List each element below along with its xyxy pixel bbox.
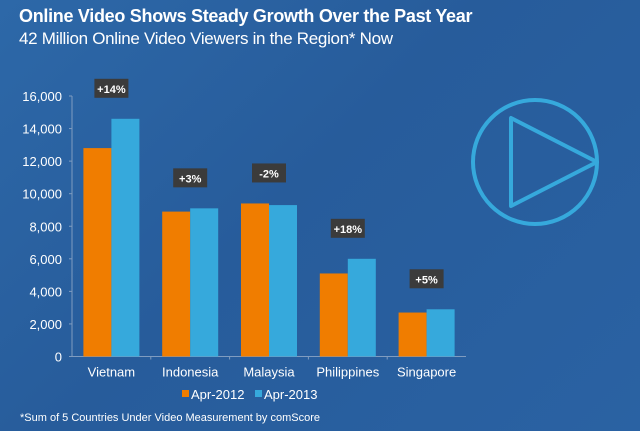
bar-apr-2012-singapore	[398, 312, 427, 357]
bar-apr-2013-singapore	[426, 309, 455, 357]
bar-apr-2013-philippines	[347, 258, 376, 357]
growth-label: +5%	[415, 274, 438, 286]
growth-label-box	[252, 163, 286, 183]
bar-apr-2013-malaysia	[269, 205, 297, 357]
bar-apr-2012-malaysia	[241, 203, 269, 357]
x-tick-label: Philippines	[316, 365, 379, 380]
x-tick-label: Malaysia	[243, 365, 295, 380]
y-tick-label: 14,000	[22, 122, 62, 137]
legend-label: Apr-2013	[264, 387, 317, 402]
growth-label-box	[409, 269, 444, 289]
bar-apr-2013-indonesia	[190, 208, 219, 357]
y-tick-label: 6,000	[29, 252, 62, 267]
y-tick-label: 12,000	[22, 154, 62, 169]
y-tick-label: 16,000	[22, 89, 62, 104]
y-tick-label: 2,000	[29, 317, 62, 332]
chart-title: Online Video Shows Steady Growth Over th…	[19, 6, 473, 26]
y-tick-label: 10,000	[22, 187, 62, 202]
growth-label-box	[94, 78, 129, 98]
play-icon	[471, 98, 599, 226]
footnote: *Sum of 5 Countries Under Video Measurem…	[20, 412, 320, 424]
y-tick-label: 8,000	[29, 219, 62, 234]
y-tick-label: 0	[55, 350, 62, 365]
y-tick-label: 4,000	[29, 284, 62, 299]
legend-swatch	[182, 390, 189, 397]
bar-apr-2012-indonesia	[162, 211, 191, 357]
growth-label: +3%	[179, 173, 202, 185]
growth-label: +18%	[334, 224, 363, 236]
bar-apr-2012-vietnam	[83, 148, 112, 357]
growth-label-box	[330, 218, 365, 238]
growth-label: +14%	[97, 84, 126, 96]
legend-swatch	[255, 390, 262, 397]
chart-subtitle: 42 Million Online Video Viewers in the R…	[19, 29, 393, 48]
growth-label-box	[173, 168, 208, 188]
x-tick-label: Vietnam	[88, 365, 135, 380]
legend-label: Apr-2012	[191, 387, 244, 402]
x-tick-label: Indonesia	[162, 365, 219, 380]
bar-apr-2012-philippines	[319, 273, 348, 357]
bar-apr-2013-vietnam	[111, 118, 140, 357]
x-tick-label: Singapore	[397, 365, 456, 380]
growth-label: -2%	[259, 168, 279, 180]
